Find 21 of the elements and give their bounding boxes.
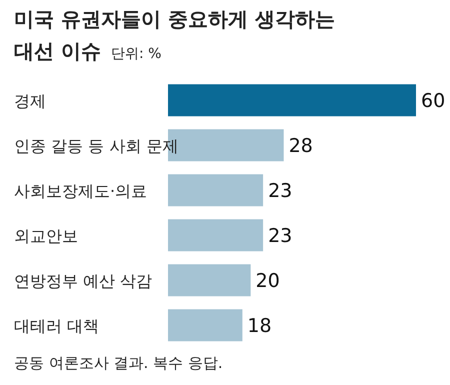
text: 공동 여론조사 결과. 복수 응답.: [14, 354, 223, 372]
data-label: 60: [421, 90, 446, 112]
y-tick-label: 연방정부 예산 삭감: [14, 272, 152, 290]
bar: [168, 309, 242, 342]
bar: [168, 84, 416, 116]
data-label: 23: [268, 225, 292, 248]
data-label: 18: [247, 315, 272, 338]
chart-title: 미국 유권자들이 중요하게 생각하는: [14, 6, 335, 33]
bar: [168, 219, 264, 252]
data-label: 20: [256, 270, 280, 292]
y-tick-label: 외교안보: [14, 226, 78, 246]
y-tick-label: 인종 갈등 등 사회 문제: [14, 136, 178, 156]
y-axis-title: 단위: %: [110, 46, 162, 62]
y-tick-label: 대테러 대책: [14, 316, 100, 336]
y-tick-label: 사회보장제도·의료: [14, 182, 148, 200]
data-label: 28: [288, 135, 313, 158]
y-tick-label: 경제: [14, 92, 46, 110]
bar: [168, 264, 251, 296]
data-label: 23: [268, 180, 292, 202]
bar: [168, 174, 264, 206]
chart-subtitle: 대선 이슈: [14, 39, 101, 63]
